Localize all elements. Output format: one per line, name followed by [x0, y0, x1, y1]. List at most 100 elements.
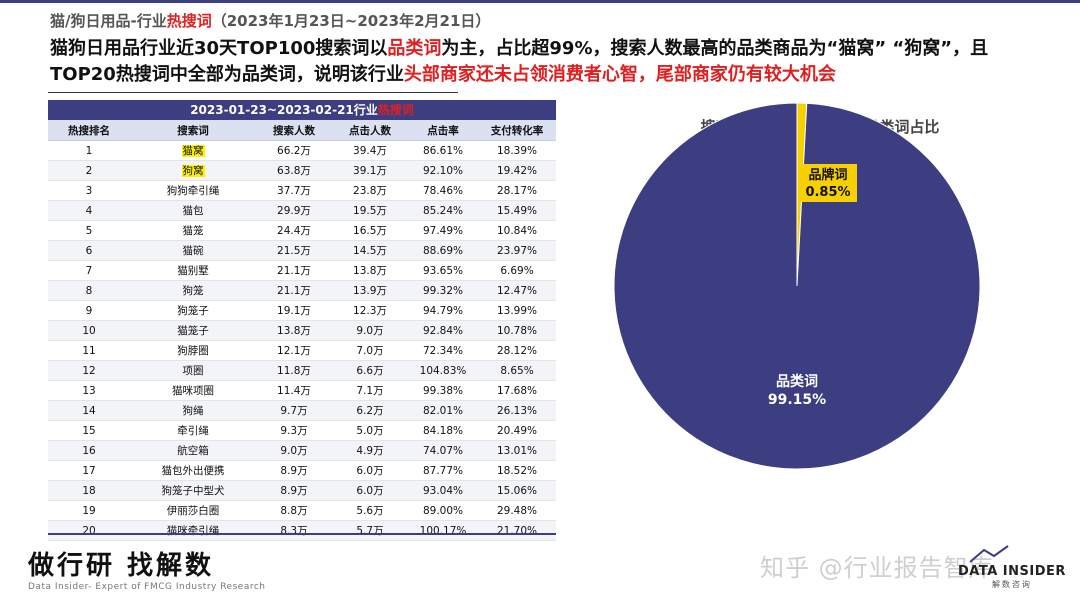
table-cell: 19.5万 [332, 200, 408, 221]
table-cell: 94.79% [408, 300, 478, 321]
table-cell: 18.39% [478, 140, 556, 161]
table-cell: 21.70% [478, 520, 556, 541]
table-cell: 猫包 [130, 200, 256, 221]
table-cell: 11.4万 [256, 380, 332, 401]
table-cell: 15 [48, 420, 130, 441]
table-cell: 14.5万 [332, 240, 408, 261]
column-header: 点击率 [408, 120, 478, 141]
table-cell: 8.9万 [256, 480, 332, 501]
table-cell: 87.77% [408, 460, 478, 481]
table-cell: 7.1万 [332, 380, 408, 401]
logo-text: DATA INSIDER [958, 564, 1066, 579]
table-cell: 92.10% [408, 160, 478, 181]
table-cell: 23.8万 [332, 180, 408, 201]
table-cell: 89.00% [408, 500, 478, 521]
table-cell: 狗脖圈 [130, 340, 256, 361]
watermark: 知乎 @行业报告智库 [760, 554, 994, 582]
table-cell: 猫别墅 [130, 260, 256, 281]
table-cell: 狗笼 [130, 280, 256, 301]
table-row: 14 狗绳 9.7万 6.2万 82.01% 26.13% [48, 400, 556, 421]
table-cell: 14 [48, 400, 130, 421]
table-cell: 21.5万 [256, 240, 332, 261]
table-cell: 狗笼子中型犬 [130, 480, 256, 501]
header-highlight: 热搜词 [166, 12, 212, 30]
table-cell: 猫咪牵引绳 [130, 520, 256, 541]
table-cell: 16.5万 [332, 220, 408, 241]
table-cell: 17 [48, 460, 130, 481]
table-cell: 92.84% [408, 320, 478, 341]
table-cell: 9.0万 [332, 320, 408, 341]
table-cell: 21.1万 [256, 280, 332, 301]
table-row: 17 猫包外出便携 8.9万 6.0万 87.77% 18.52% [48, 460, 556, 481]
table-cell: 20 [48, 520, 130, 541]
summary-highlight-2: 头部商家还未占领消费者心智，尾部商家仍有较大机会 [403, 64, 836, 85]
table-cell: 12 [48, 360, 130, 381]
table-cell: 11.8万 [256, 360, 332, 381]
table-cell: 航空箱 [130, 440, 256, 461]
table-cell: 26.13% [478, 400, 556, 421]
table-cell: 13 [48, 380, 130, 401]
table-cell: 猫笼 [130, 220, 256, 241]
column-header: 热搜排名 [48, 120, 130, 141]
table-cell: 8 [48, 280, 130, 301]
table-cell: 100.17% [408, 520, 478, 541]
table-row: 3 狗狗牵引绳 37.7万 23.8万 78.46% 28.17% [48, 180, 556, 201]
table-cell: 97.49% [408, 220, 478, 241]
table-cell: 9.7万 [256, 400, 332, 421]
table-cell: 86.61% [408, 140, 478, 161]
footer-subtitle: Data Insider- Expert of FMCG Industry Re… [28, 582, 266, 592]
pie-value-category: 99.15% [768, 392, 826, 408]
table-row: 7 猫别墅 21.1万 13.8万 93.65% 6.69% [48, 260, 556, 281]
table-cell: 5.7万 [332, 520, 408, 541]
table-cell: 9.0万 [256, 440, 332, 461]
table-cell: 37.7万 [256, 180, 332, 201]
footer-slogan: 做行研 找解数 [28, 551, 215, 581]
table-cell: 28.17% [478, 180, 556, 201]
table-cell: 19.1万 [256, 300, 332, 321]
table-cell: 6.0万 [332, 460, 408, 481]
table-cell: 29.9万 [256, 200, 332, 221]
table-row: 10 猫笼子 13.8万 9.0万 92.84% 10.78% [48, 320, 556, 341]
table-cell: 104.83% [408, 360, 478, 381]
table-cell: 10.84% [478, 220, 556, 241]
table-cell: 狗笼子 [130, 300, 256, 321]
pie-label-category: 品类词 [776, 373, 818, 390]
summary-highlight-1: 品类词 [387, 38, 442, 59]
table-cell: 20.49% [478, 420, 556, 441]
table-cell: 85.24% [408, 200, 478, 221]
table-cell: 5.6万 [332, 500, 408, 521]
logo-cn-text: 解数咨询 [991, 580, 1032, 589]
column-header: 搜索人数 [256, 120, 332, 141]
page-header: 猫/狗日用品-行业热搜词（2023年1月23日~2023年2月21日） [50, 10, 490, 31]
table-cell: 狗狗牵引绳 [130, 180, 256, 201]
table-cell: 2 [48, 160, 130, 181]
table-body: 1 猫窝 66.2万 39.4万 86.61% 18.39% 2 狗窝 63.8万 39.1万 92… [48, 140, 556, 541]
table-cell: 93.65% [408, 260, 478, 281]
table-cell: 66.2万 [256, 140, 332, 161]
table-bottom-rule [48, 533, 556, 535]
table-cell: 39.4万 [332, 140, 408, 161]
table-cell: 6.2万 [332, 400, 408, 421]
table-cell: 7.0万 [332, 340, 408, 361]
table-cell: 8.3万 [256, 520, 332, 541]
table-row: 9 狗笼子 19.1万 12.3万 94.79% 13.99% [48, 300, 556, 321]
column-header: 点击人数 [332, 120, 408, 141]
table-cell: 8.8万 [256, 500, 332, 521]
header-prefix: 猫/狗日用品-行业 [50, 12, 167, 30]
brand-label-box [799, 164, 857, 202]
table-row: 19 伊丽莎白圈 8.8万 5.6万 89.00% 29.48% [48, 500, 556, 521]
table-cell: 牵引绳 [130, 420, 256, 441]
table-cell: 11 [48, 340, 130, 361]
table-row: 11 狗脖圈 12.1万 7.0万 72.34% 28.12% [48, 340, 556, 361]
table-row: 2 狗窝 63.8万 39.1万 92.10% 19.42% [48, 160, 556, 181]
table-cell: 29.48% [478, 500, 556, 521]
keyword-table: 热搜排名 搜索词 搜索人数 点击人数 点击率 支付转化率 1 猫窝 66.2万 39.4万 86.… [48, 120, 556, 541]
table-cell: 24.4万 [256, 220, 332, 241]
table-cell: 6.0万 [332, 480, 408, 501]
table-cell: 23.97% [478, 240, 556, 261]
table-cell: 63.8万 [256, 160, 332, 181]
table-cell: 猫包外出便携 [130, 460, 256, 481]
table-cell: 狗绳 [130, 400, 256, 421]
table-cell: 39.1万 [332, 160, 408, 181]
table-cell: 伊丽莎白圈 [130, 500, 256, 521]
